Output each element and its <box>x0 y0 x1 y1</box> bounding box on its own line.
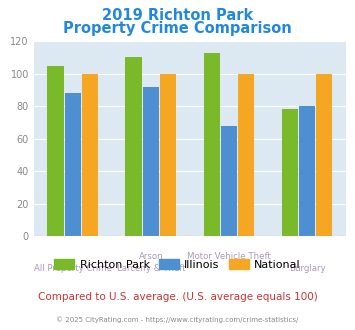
Bar <box>316 74 333 236</box>
Bar <box>48 66 64 236</box>
Bar <box>204 52 220 236</box>
Text: All Property Crime: All Property Crime <box>34 264 112 273</box>
Text: Arson: Arson <box>138 252 163 261</box>
Bar <box>238 74 255 236</box>
Bar <box>299 106 315 236</box>
Text: 2019 Richton Park: 2019 Richton Park <box>102 8 253 23</box>
Text: Motor Vehicle Theft: Motor Vehicle Theft <box>187 252 271 261</box>
Text: © 2025 CityRating.com - https://www.cityrating.com/crime-statistics/: © 2025 CityRating.com - https://www.city… <box>56 316 299 323</box>
Bar <box>143 87 159 236</box>
Bar <box>126 57 142 236</box>
Bar <box>221 126 237 236</box>
Text: Compared to U.S. average. (U.S. average equals 100): Compared to U.S. average. (U.S. average … <box>38 292 317 302</box>
Bar <box>160 74 176 236</box>
Text: Property Crime Comparison: Property Crime Comparison <box>63 21 292 36</box>
Text: Burglary: Burglary <box>289 264 326 273</box>
Bar <box>82 74 98 236</box>
Bar <box>282 110 298 236</box>
Text: Larceny & Theft: Larceny & Theft <box>116 264 185 273</box>
Legend: Richton Park, Illinois, National: Richton Park, Illinois, National <box>50 255 305 274</box>
Bar <box>65 93 81 236</box>
